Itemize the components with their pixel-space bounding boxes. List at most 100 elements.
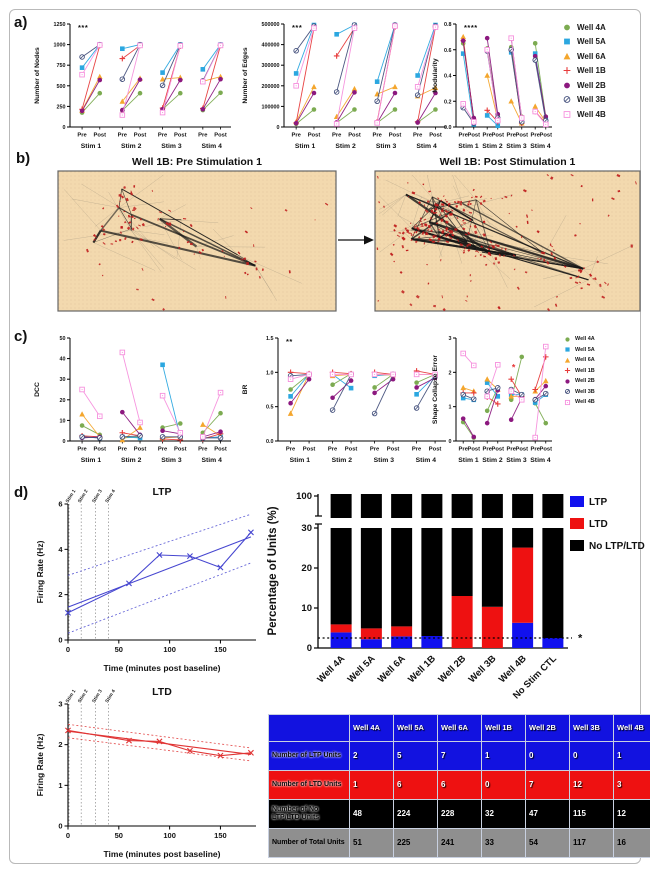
legend-item: Well 2B: [562, 376, 595, 387]
svg-text:Shape Collapse Error: Shape Collapse Error: [432, 355, 439, 424]
svg-text:Stim 1: Stim 1: [65, 688, 78, 704]
svg-text:Stim 4: Stim 4: [416, 457, 437, 464]
svg-text:Post: Post: [515, 447, 528, 453]
legend-item: Well 1B: [562, 366, 595, 377]
svg-text:Pre: Pre: [198, 447, 208, 453]
triangle-marker-icon: [563, 52, 571, 60]
legend-item: Well 3B: [562, 387, 595, 398]
table-cell: 5: [393, 741, 438, 771]
circle-marker-icon: [564, 24, 570, 31]
table-row: Number of No LTP/LTD Units 48 224 228 32 47 11…: [268, 799, 650, 829]
svg-text:0: 0: [58, 636, 62, 645]
legend-label: Well 5A: [575, 346, 595, 353]
svg-text:Pre: Pre: [531, 447, 541, 453]
svg-text:30: 30: [60, 377, 66, 383]
table-column-header: Well 6A: [437, 714, 482, 742]
svg-text:Pre: Pre: [507, 133, 517, 139]
svg-text:***: ***: [78, 23, 88, 32]
table-cell: 224: [393, 799, 438, 829]
legend-item: Well 1B: [560, 64, 606, 79]
svg-text:Post: Post: [134, 447, 147, 453]
svg-text:Pre: Pre: [118, 447, 128, 453]
unit-count-table: Well 4A Well 5A Well 6A Well 1B Well 2B Well …: [268, 714, 650, 858]
table-cell: 6: [437, 770, 482, 800]
table-column-header: Well 1B: [481, 714, 526, 742]
circle-slash-marker-icon: [564, 389, 571, 395]
table-cell: 2: [349, 741, 394, 771]
svg-text:Pre: Pre: [291, 133, 301, 139]
svg-text:2: 2: [449, 370, 452, 376]
table-cell: 47: [525, 799, 570, 829]
svg-text:Firing Rate (Hz): Firing Rate (Hz): [35, 540, 45, 603]
svg-text:3: 3: [58, 700, 62, 709]
well-legend-small: Well 4A Well 5A Well 6A Well 1B Well 2B Well …: [562, 334, 595, 408]
circle-marker-icon: [565, 379, 570, 384]
svg-text:1: 1: [449, 405, 452, 411]
table-cell: 228: [437, 799, 482, 829]
svg-text:Post: Post: [539, 133, 552, 139]
legend-label: Well 1B: [575, 367, 595, 374]
plus-marker-icon: [564, 368, 571, 374]
triangle-marker-icon: [564, 357, 571, 363]
svg-text:LTP: LTP: [152, 486, 171, 498]
svg-text:0: 0: [307, 643, 312, 654]
svg-text:Post: Post: [348, 133, 361, 139]
svg-text:DCC: DCC: [34, 382, 41, 397]
table-column-header: Well 4B: [613, 714, 650, 742]
well-legend: Well 4A Well 5A Well 6A Well 1B Well 2B Well …: [560, 20, 606, 122]
svg-text:Post: Post: [539, 447, 552, 453]
table-column-header: Well 3B: [569, 714, 614, 742]
svg-text:Well 2B: Well 2B: [436, 653, 468, 685]
legend-label: Well 2B: [577, 80, 606, 90]
svg-text:Time (minutes post baseline): Time (minutes post baseline): [104, 663, 221, 673]
svg-text:100: 100: [296, 491, 312, 502]
svg-text:Stim 2: Stim 2: [482, 143, 503, 150]
svg-text:Firing Rate (Hz): Firing Rate (Hz): [35, 733, 45, 796]
svg-text:0.0: 0.0: [266, 439, 274, 445]
svg-text:Post: Post: [134, 133, 147, 139]
svg-text:3: 3: [449, 336, 452, 342]
svg-text:***: ***: [292, 23, 302, 32]
svg-text:Post: Post: [214, 133, 227, 139]
legend-item: Well 4A: [560, 20, 606, 35]
svg-text:Post: Post: [467, 447, 480, 453]
table-cell: 48: [349, 799, 394, 829]
svg-text:Pre: Pre: [158, 447, 168, 453]
svg-text:1000: 1000: [54, 43, 66, 49]
legend-item: Well 5A: [560, 35, 606, 50]
svg-text:Stim 4: Stim 4: [104, 488, 117, 504]
arrow-right-icon: [338, 235, 374, 245]
svg-text:Stim 2: Stim 2: [332, 457, 353, 464]
legend-label: Well 6A: [577, 51, 606, 61]
svg-text:Post: Post: [515, 133, 528, 139]
legend-label: Well 5A: [577, 37, 606, 47]
svg-text:400000: 400000: [262, 43, 280, 49]
svg-text:Well 1B: Well 1B: [406, 653, 438, 685]
table-cell: 6: [393, 770, 438, 800]
svg-text:Pre: Pre: [413, 133, 423, 139]
svg-text:LTP: LTP: [589, 497, 607, 508]
legend-label: Well 4B: [577, 109, 606, 119]
svg-text:Stim 4: Stim 4: [201, 457, 222, 464]
table-cell: 1: [613, 741, 650, 771]
svg-text:Stim 2: Stim 2: [121, 457, 142, 464]
legend-item: Well 4A: [562, 334, 595, 345]
svg-text:Post: Post: [491, 133, 504, 139]
svg-text:Post: Post: [387, 447, 400, 453]
br-plot: 0.0 0.5 1.0 1.5 BR Pre Post Stim 1 Pre Post Stim 2…: [242, 336, 446, 464]
svg-text:Stim 4: Stim 4: [201, 143, 222, 150]
svg-text:0: 0: [66, 831, 70, 840]
svg-text:Percentage of Units (%): Percentage of Units (%): [267, 506, 279, 635]
table-row: Number of LTD Units166071230: [268, 770, 650, 800]
table-cell: 115: [569, 799, 614, 829]
svg-text:Modularity: Modularity: [432, 58, 439, 93]
svg-text:LTD: LTD: [589, 519, 608, 530]
table-cell: 1: [481, 741, 526, 771]
svg-text:0.4: 0.4: [444, 74, 452, 80]
svg-text:*: *: [512, 363, 516, 373]
table-column-header: Well 5A: [393, 714, 438, 742]
legend-label: Well 4B: [575, 399, 595, 406]
svg-text:Number of Edges: Number of Edges: [242, 47, 249, 103]
